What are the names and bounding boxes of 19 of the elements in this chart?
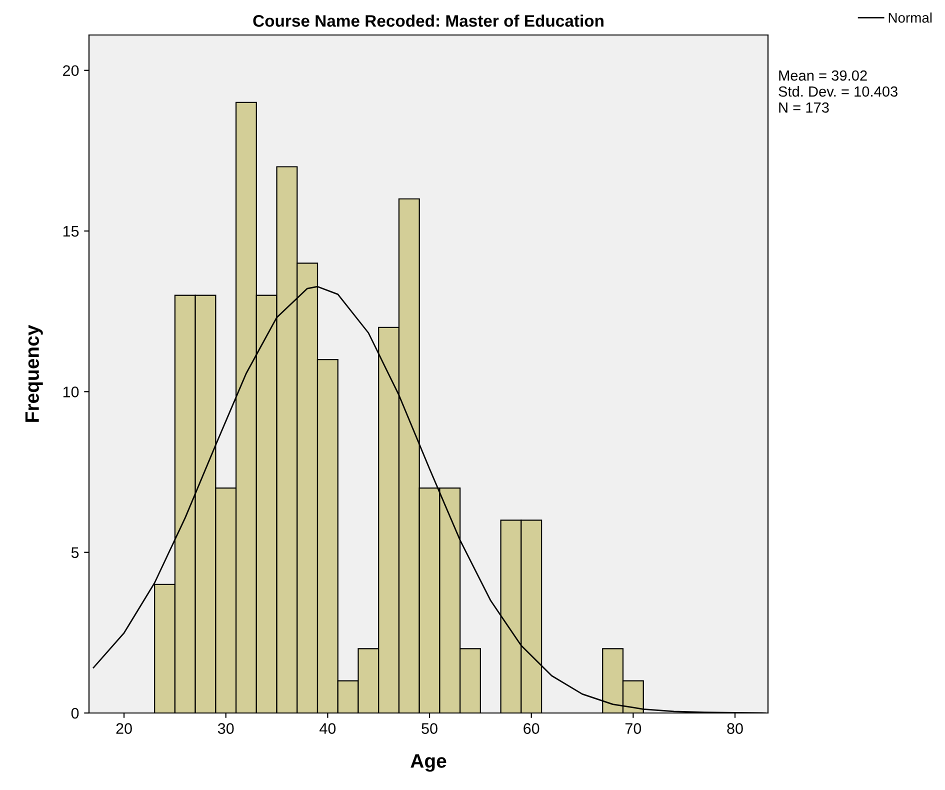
legend-label: Normal	[888, 12, 932, 23]
y-tick-label: 0	[71, 708, 79, 719]
chart-title: Course Name Recoded: Master of Education	[253, 14, 604, 27]
x-tick-label: 60	[524, 723, 540, 734]
x-tick-label: 40	[320, 723, 336, 734]
y-tick-label: 10	[63, 386, 79, 398]
x-tick-label: 20	[116, 723, 132, 734]
y-tick-label: 20	[63, 65, 79, 76]
x-tick-label: 80	[727, 723, 743, 734]
x-tick-label: 70	[625, 723, 642, 734]
text: N = 173	[779, 102, 829, 113]
y-axis-title: Frequency	[25, 324, 43, 422]
x-tick-label: 50	[422, 723, 438, 734]
x-tick-label: 30	[218, 723, 234, 734]
text: Mean = 39.02	[779, 70, 867, 81]
text: Std. Dev. = 10.403	[778, 86, 898, 97]
y-tick-label: 5	[71, 547, 79, 558]
x-axis-title: Age	[410, 754, 446, 772]
y-tick-label: 15	[63, 226, 79, 237]
